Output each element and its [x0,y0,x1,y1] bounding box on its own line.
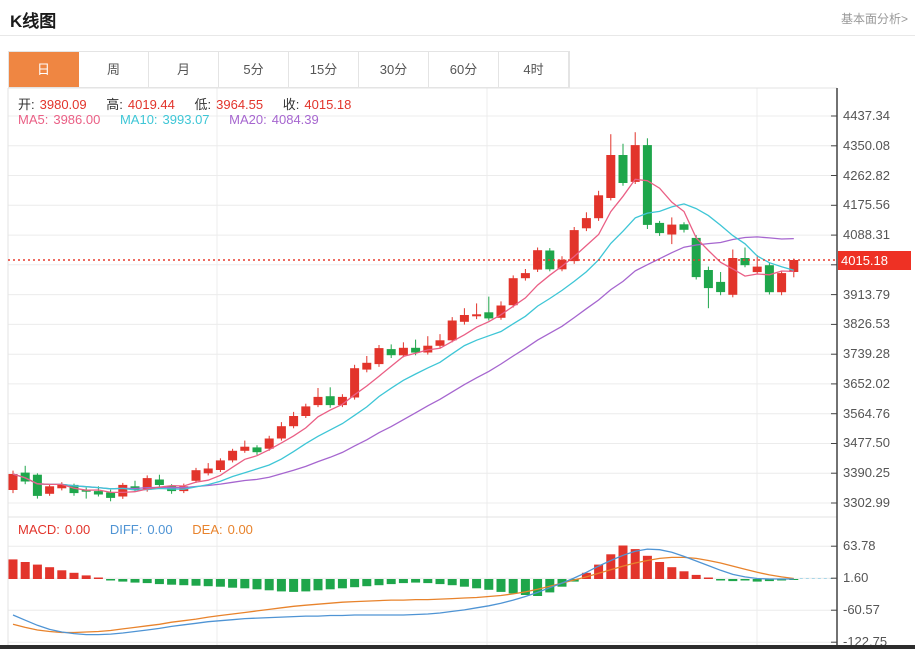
price-axis-label: 3652.02 [843,375,890,391]
ma5-value: 3986.00 [53,112,101,127]
price-axis-label: 4088.31 [843,227,890,243]
price-axis-label: 3302.99 [843,495,890,510]
dea-value: 0.00 [227,522,253,537]
macd-axis-label: 63.78 [843,538,876,554]
open-label: 开: [18,97,35,112]
tab-30min[interactable]: 30分 [359,52,429,87]
open-value: 3980.09 [39,97,87,112]
tab-4hour[interactable]: 4时 [499,52,569,87]
tab-5min[interactable]: 5分 [219,52,289,87]
ma5-label: MA5: [18,112,49,127]
price-axis-label: 3826.53 [843,316,890,332]
low-label: 低: [194,97,212,112]
macd-axis-label: 1.60 [843,570,869,586]
price-axis-label: 3390.25 [843,465,890,481]
tab-60min[interactable]: 60分 [429,52,499,87]
ma10-label: MA10: [119,112,158,127]
ma20-value: 4084.39 [271,112,319,127]
close-value: 4015.18 [304,97,352,112]
bottom-border [0,645,915,649]
ohlc-legend: 开: 3980.09 高: 4019.44 低: 3964.55 收: 4015.18 [18,94,356,113]
dea-label: DEA: [192,522,223,537]
low-value: 3964.55 [216,97,264,112]
close-label: 收: [282,97,300,112]
current-price-tag: 4015.18 [838,251,911,270]
ma10-value: 3993.07 [162,112,210,127]
diff-value: 0.00 [147,522,173,537]
price-axis-label: 4437.34 [843,108,890,123]
high-value: 4019.44 [127,97,175,112]
tab-month[interactable]: 月 [149,52,219,87]
tab-15min[interactable]: 15分 [289,52,359,87]
price-axis-label: 4175.56 [843,197,890,213]
high-label: 高: [106,97,123,112]
ma20-label: MA20: [229,112,267,127]
macd-legend: MACD: 0.00 DIFF: 0.00 DEA: 0.00 [18,522,258,537]
page-title: K线图 [10,12,57,31]
ma-legend: MA5: 3986.00 MA10: 3993.07 MA20: 4084.39 [18,112,324,127]
price-axis-label: 3477.50 [843,435,890,451]
macd-axis-label: -60.57 [843,602,880,618]
tab-day[interactable]: 日 [9,52,79,87]
macd-value: 0.00 [64,522,91,537]
price-axis-label: 3739.28 [843,346,890,362]
price-axis-label: 4262.82 [843,167,890,183]
tab-week[interactable]: 周 [79,52,149,87]
diff-label: DIFF: [109,522,143,537]
header-divider [0,35,915,36]
tab-bar: 日周月 5分 15分 30分 60分 4时 [8,51,570,88]
price-axis-label: 3913.79 [843,286,890,302]
fundamental-analysis-link[interactable]: 基本面分析> [840,12,908,26]
price-axis-label: 4350.08 [843,137,890,153]
macd-label: MACD: [18,522,60,537]
price-axis-label: 3564.76 [843,405,890,421]
